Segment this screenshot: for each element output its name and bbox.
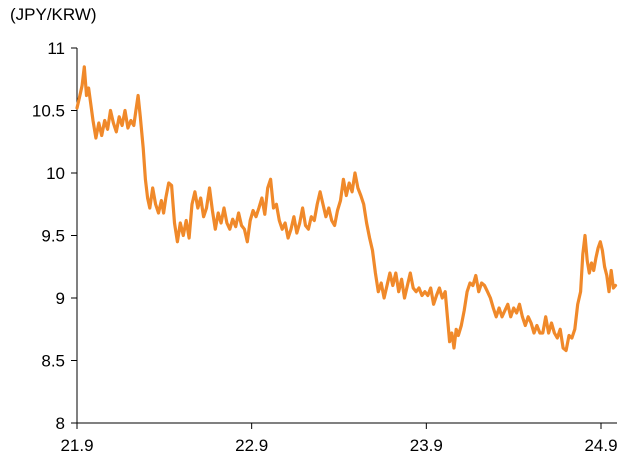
exchange-rate-line [75, 65, 618, 353]
y-tick-label: 10 [46, 164, 65, 183]
x-tick-label: 21.9 [60, 436, 93, 455]
y-tick-label: 11 [47, 39, 65, 58]
x-tick-label: 24.9 [584, 436, 617, 455]
series-layer [75, 65, 618, 353]
y-tick-label: 8 [56, 414, 65, 433]
y-tick-label: 9.5 [41, 227, 65, 246]
y-axis-unit-label: (JPY/KRW) [10, 5, 97, 24]
y-tick-label: 10.5 [32, 102, 65, 121]
y-tick-label: 9 [56, 289, 65, 308]
y-tick-label: 8.5 [41, 352, 65, 371]
x-axis-ticks: 21.9 22.9 23.9 24.9 [60, 423, 618, 455]
y-axis-ticks: 8 8.5 9 9.5 10 10.5 11 [32, 39, 77, 433]
x-tick-label: 22.9 [235, 436, 268, 455]
x-tick-label: 23.9 [410, 436, 443, 455]
